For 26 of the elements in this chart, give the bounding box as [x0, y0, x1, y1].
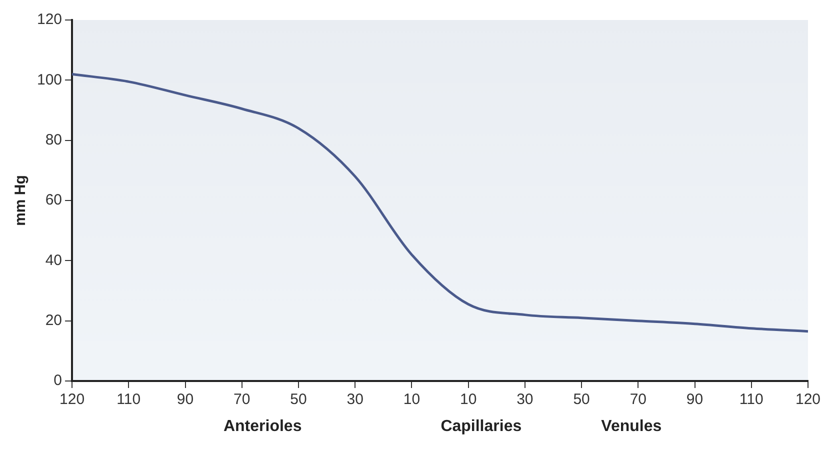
y-tick-label: 40: [45, 252, 62, 269]
x-tick-label: 110: [739, 391, 764, 408]
text: Venules: [601, 418, 662, 436]
x-tick-label: 70: [234, 391, 250, 408]
text: Capillaries: [440, 418, 522, 436]
x-tick-label: 120: [60, 391, 85, 408]
y-tick-label: 20: [45, 312, 62, 329]
y-tick-label: 100: [36, 71, 62, 88]
x-tick-label: 50: [290, 391, 307, 408]
x-tick-label: 120: [795, 391, 821, 408]
y-axis-title: mm Hg: [12, 175, 30, 226]
x-tick-label: 90: [686, 391, 704, 408]
line-series: [70, 72, 810, 333]
x-tick-label: 110: [116, 391, 141, 408]
y-tick-label: 60: [45, 192, 62, 209]
y-tick-label: 80: [45, 131, 62, 148]
x-tick-label: 30: [346, 391, 364, 408]
x-tick-label: 10: [460, 391, 477, 408]
x-tick-label: 50: [573, 391, 590, 408]
y-tick-label: 120: [36, 11, 62, 28]
text: Anterioles: [223, 418, 302, 436]
x-tick-label: 90: [176, 391, 194, 408]
y-tick-label: 0: [54, 372, 62, 390]
x-tick-label: 30: [516, 391, 534, 408]
x-tick-label: 70: [630, 391, 647, 408]
x-tick-label: 10: [403, 391, 420, 408]
